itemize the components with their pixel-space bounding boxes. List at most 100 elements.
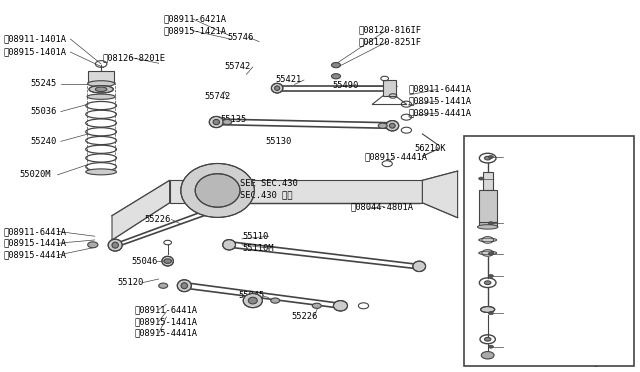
Circle shape xyxy=(488,275,493,278)
Ellipse shape xyxy=(479,238,497,242)
Ellipse shape xyxy=(112,242,118,248)
Ellipse shape xyxy=(181,283,188,289)
Text: ⓝ08911-6441A: ⓝ08911-6441A xyxy=(134,305,197,314)
Ellipse shape xyxy=(87,94,115,99)
Text: ⒲08024-2751A: ⒲08024-2751A xyxy=(506,342,566,351)
Text: 55226: 55226 xyxy=(291,312,317,321)
Circle shape xyxy=(484,156,491,160)
Ellipse shape xyxy=(479,251,497,255)
Text: ⓝ08911-6421A: ⓝ08911-6421A xyxy=(163,14,226,23)
Text: 55323: 55323 xyxy=(506,219,531,228)
Text: 55020M: 55020M xyxy=(19,170,51,179)
Text: ⓝ08911-1401A: ⓝ08911-1401A xyxy=(3,35,66,44)
Bar xyxy=(483,172,493,190)
Ellipse shape xyxy=(223,240,236,250)
Circle shape xyxy=(88,242,98,248)
Text: 55135: 55135 xyxy=(221,115,247,124)
Circle shape xyxy=(484,337,491,341)
Ellipse shape xyxy=(162,256,173,266)
Text: 55742: 55742 xyxy=(205,92,231,101)
Text: Ⓗ08915-1421A: Ⓗ08915-1421A xyxy=(163,26,226,35)
Text: Ⓠ08915-4441A: Ⓠ08915-4441A xyxy=(365,153,428,161)
Text: Ⓠ08915-1441A: Ⓠ08915-1441A xyxy=(3,239,66,248)
Text: 56210F: 56210F xyxy=(506,272,536,280)
Text: ⒲08120-8251F: ⒲08120-8251F xyxy=(358,37,421,46)
Ellipse shape xyxy=(195,174,240,207)
Bar xyxy=(170,180,422,203)
Bar xyxy=(479,222,497,227)
Circle shape xyxy=(488,155,493,158)
Text: Ⓗ08915-4441A: Ⓗ08915-4441A xyxy=(134,329,197,338)
Text: 55036: 55036 xyxy=(31,107,57,116)
Bar xyxy=(88,71,114,82)
Circle shape xyxy=(223,119,232,125)
Ellipse shape xyxy=(95,87,107,92)
Text: 55226: 55226 xyxy=(144,215,170,224)
Ellipse shape xyxy=(209,116,223,128)
Text: ⓝ08911-6441A: ⓝ08911-6441A xyxy=(408,85,471,94)
Text: ⒲08044-4801A: ⒲08044-4801A xyxy=(351,202,413,211)
Ellipse shape xyxy=(481,307,495,312)
Text: 55045: 55045 xyxy=(238,291,264,300)
Circle shape xyxy=(378,123,387,128)
Circle shape xyxy=(164,259,172,263)
Ellipse shape xyxy=(177,280,191,292)
Circle shape xyxy=(488,252,493,255)
Ellipse shape xyxy=(243,294,262,308)
Circle shape xyxy=(271,298,280,303)
Text: ⓝ08911-6441A: ⓝ08911-6441A xyxy=(3,227,66,236)
Text: ⓝ08912-7401A: ⓝ08912-7401A xyxy=(506,153,566,161)
Text: Ⓠ08915-1441A: Ⓠ08915-1441A xyxy=(408,97,471,106)
Bar xyxy=(479,190,497,223)
Text: ⒲08120-816IF: ⒲08120-816IF xyxy=(358,25,421,34)
Text: 56212: 56212 xyxy=(506,249,531,258)
Ellipse shape xyxy=(213,119,220,125)
Text: 55245: 55245 xyxy=(31,79,57,88)
Bar xyxy=(383,80,396,96)
Text: Ⓗ08915-4441A: Ⓗ08915-4441A xyxy=(3,251,66,260)
Bar xyxy=(464,136,634,366)
Text: 55046: 55046 xyxy=(131,257,157,266)
Polygon shape xyxy=(112,180,170,240)
Text: 55110M: 55110M xyxy=(242,244,273,253)
Ellipse shape xyxy=(271,83,283,93)
Circle shape xyxy=(488,222,493,225)
Text: Ⓗ08915-1401A: Ⓗ08915-1401A xyxy=(3,48,66,57)
Text: A·3§0058: A·3§0058 xyxy=(578,359,621,368)
Ellipse shape xyxy=(89,86,113,93)
Circle shape xyxy=(159,283,168,288)
Ellipse shape xyxy=(108,239,122,251)
Ellipse shape xyxy=(275,86,280,90)
Ellipse shape xyxy=(88,81,115,87)
Text: ⓝ08912-5421A: ⓝ08912-5421A xyxy=(506,309,566,318)
Text: SEE SEC.430: SEE SEC.430 xyxy=(240,179,298,187)
Text: 56213: 56213 xyxy=(496,174,521,183)
Ellipse shape xyxy=(333,301,348,311)
Text: 55490: 55490 xyxy=(333,81,359,90)
Circle shape xyxy=(312,303,321,308)
Text: 55110: 55110 xyxy=(242,232,268,241)
Ellipse shape xyxy=(389,123,396,128)
Ellipse shape xyxy=(386,121,399,131)
Ellipse shape xyxy=(86,169,116,175)
Text: 55130: 55130 xyxy=(266,137,292,146)
Text: 55742: 55742 xyxy=(224,62,250,71)
Ellipse shape xyxy=(181,164,255,217)
Circle shape xyxy=(479,177,484,180)
Circle shape xyxy=(488,312,493,315)
Circle shape xyxy=(484,281,491,285)
Text: 55421: 55421 xyxy=(275,76,301,84)
Text: 55120: 55120 xyxy=(117,278,143,287)
Circle shape xyxy=(332,74,340,79)
Ellipse shape xyxy=(413,261,426,272)
Text: 55240: 55240 xyxy=(31,137,57,146)
Ellipse shape xyxy=(477,225,498,229)
Circle shape xyxy=(488,345,493,348)
Circle shape xyxy=(481,352,494,359)
Text: SEC.430 参照: SEC.430 参照 xyxy=(240,191,292,200)
Circle shape xyxy=(332,62,340,68)
Text: 55746: 55746 xyxy=(227,33,253,42)
Text: 56210K: 56210K xyxy=(415,144,446,153)
Text: Ⓠ08915-1441A: Ⓠ08915-1441A xyxy=(134,317,197,326)
Polygon shape xyxy=(422,171,458,218)
